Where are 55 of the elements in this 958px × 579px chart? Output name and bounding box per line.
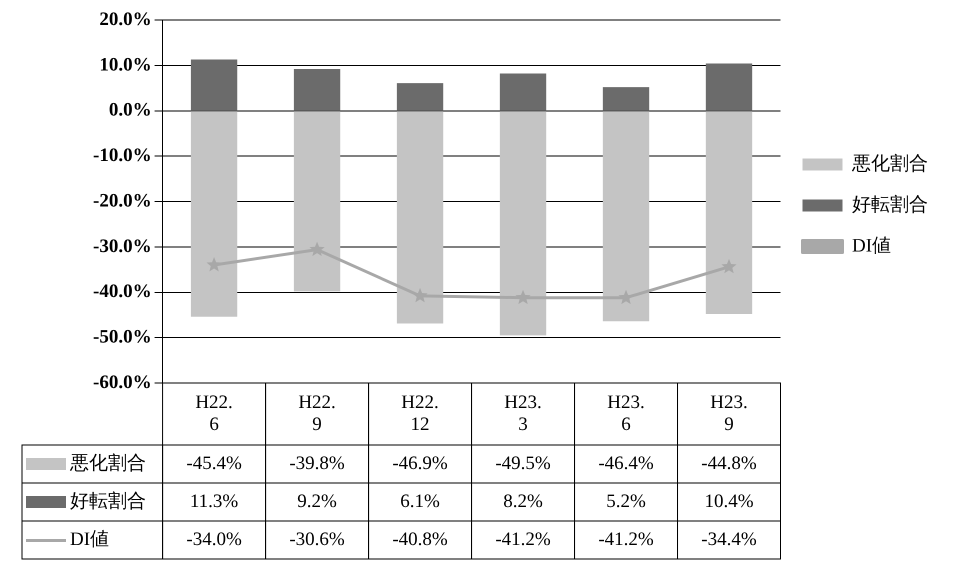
data-label: -34.0% [186, 528, 242, 550]
y-tick-label: 10.0% [99, 54, 152, 76]
y-tick-label: 20.0% [99, 8, 152, 30]
y-tick-label: -60.0% [93, 372, 152, 393]
data-label: 6.1% [400, 490, 440, 512]
bar [500, 111, 546, 336]
bar [602, 87, 650, 110]
y-tick-label: -40.0% [93, 281, 152, 302]
data-label: -45.4% [186, 452, 242, 474]
bar [602, 111, 650, 322]
bar [396, 83, 444, 110]
data-label: -46.4% [598, 452, 654, 474]
y-tick-label: -10.0% [93, 145, 152, 166]
text: DI値 [70, 528, 110, 550]
y-tick-label: -20.0% [93, 190, 152, 212]
point [206, 257, 222, 272]
bar [190, 111, 238, 317]
text: 好転割合 [70, 490, 146, 512]
text: 悪化割合 [70, 452, 146, 474]
legend-label: DI値 [852, 235, 892, 256]
data-label: -39.8% [289, 452, 345, 474]
y-tick-label: -50.0% [93, 326, 152, 348]
x-tick-label: H23.3 [504, 392, 542, 435]
data-label: -41.2% [495, 528, 551, 550]
y-tick-label: -30.0% [93, 236, 152, 257]
data-label: 11.3% [190, 490, 238, 512]
bar [706, 111, 752, 314]
bar [706, 64, 752, 110]
bar [500, 74, 546, 110]
y-tick-label: 0.0% [108, 100, 152, 121]
bar [294, 111, 340, 292]
data-label: 8.2% [503, 490, 543, 512]
x-tick-label: H22.12 [401, 392, 439, 435]
data-label: 5.2% [606, 490, 646, 512]
data-label: -49.5% [495, 452, 551, 474]
point [721, 258, 737, 274]
data-label: -40.8% [392, 528, 448, 550]
bar [190, 59, 238, 110]
bar [396, 111, 444, 324]
bar [294, 69, 340, 110]
x-tick-label: H22.6 [195, 392, 233, 435]
data-label: -46.9% [392, 452, 448, 474]
legend-label: 好転割合 [852, 194, 928, 216]
data-label: -44.8% [701, 452, 757, 474]
data-label: 10.4% [704, 490, 754, 512]
x-tick-label: H22.9 [298, 392, 336, 435]
x-tick-label: H23.6 [607, 392, 645, 435]
point [309, 242, 325, 256]
data-label: 9.2% [297, 490, 338, 512]
data-label: -34.4% [701, 528, 757, 550]
legend-label: 悪化割合 [851, 153, 928, 174]
data-label: -41.2% [598, 528, 654, 550]
x-tick-label: H23.9 [710, 392, 748, 435]
point [515, 290, 531, 304]
data-label: -30.6% [289, 528, 345, 550]
